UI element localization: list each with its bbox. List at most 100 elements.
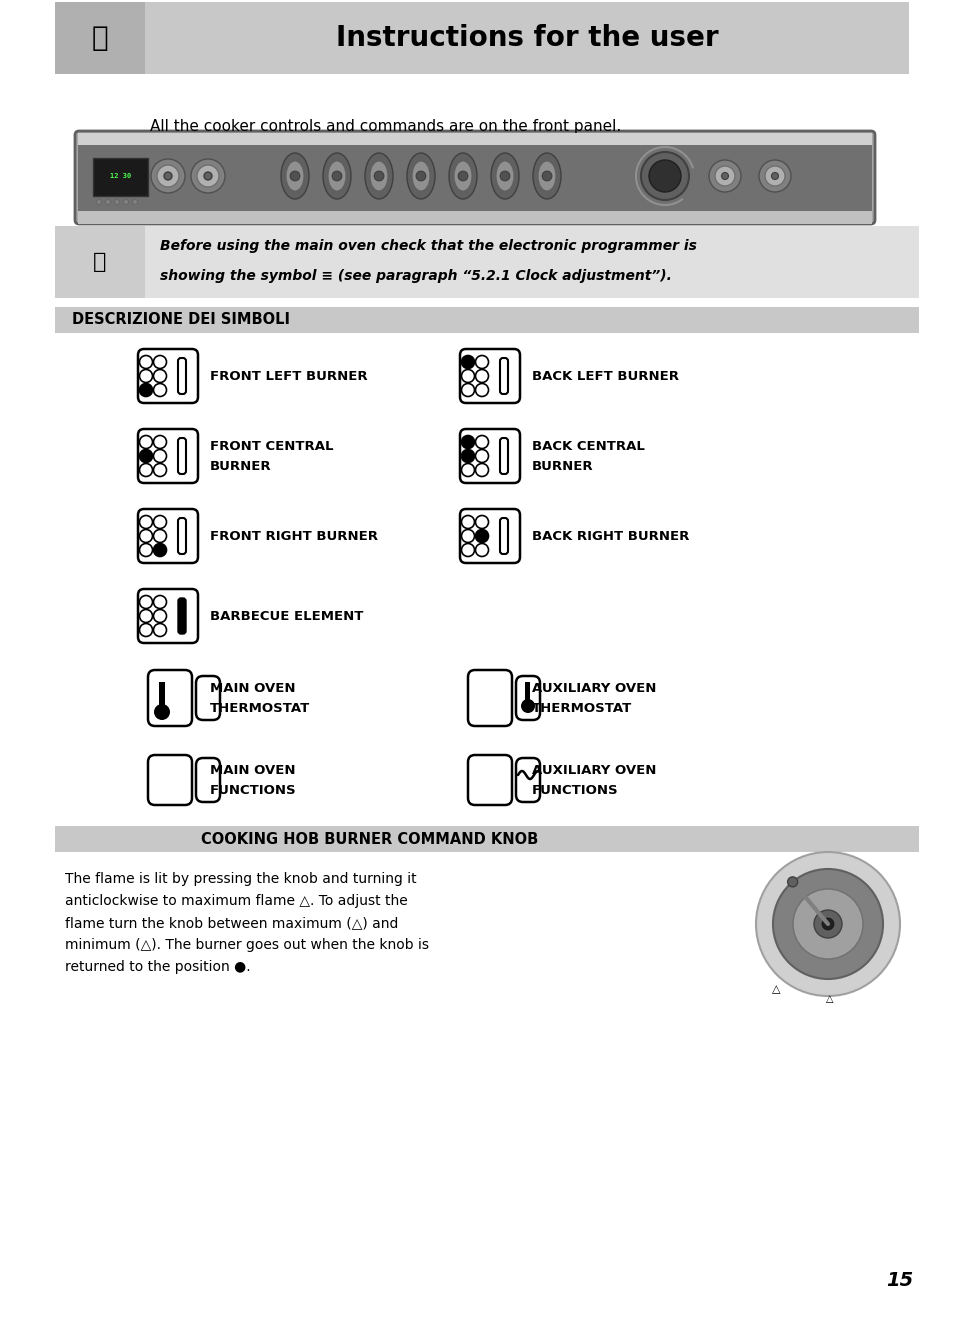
FancyBboxPatch shape: [468, 669, 512, 725]
Circle shape: [416, 171, 426, 180]
Circle shape: [461, 529, 474, 542]
FancyBboxPatch shape: [459, 509, 519, 562]
Circle shape: [153, 704, 170, 720]
Ellipse shape: [323, 154, 351, 199]
Circle shape: [139, 383, 152, 397]
FancyBboxPatch shape: [148, 669, 192, 725]
Circle shape: [787, 876, 797, 887]
Circle shape: [132, 199, 137, 204]
FancyBboxPatch shape: [499, 438, 507, 474]
Circle shape: [720, 172, 728, 179]
Bar: [55, 226, 145, 298]
Ellipse shape: [365, 154, 393, 199]
Bar: [55, 307, 918, 333]
Circle shape: [461, 355, 474, 369]
Text: FRONT RIGHT BURNER: FRONT RIGHT BURNER: [210, 529, 377, 542]
Text: BURNER: BURNER: [210, 460, 272, 473]
Circle shape: [475, 449, 488, 462]
Ellipse shape: [496, 162, 514, 191]
Circle shape: [332, 171, 341, 180]
Text: DESCRIZIONE DEI SIMBOLI: DESCRIZIONE DEI SIMBOLI: [71, 313, 290, 327]
FancyBboxPatch shape: [138, 429, 198, 484]
Circle shape: [153, 383, 167, 397]
Text: △: △: [825, 994, 833, 1003]
Circle shape: [139, 464, 152, 477]
Text: Before using the main oven check that the electronic programmer is: Before using the main oven check that th…: [160, 239, 696, 253]
FancyBboxPatch shape: [499, 518, 507, 554]
Ellipse shape: [491, 154, 518, 199]
Text: BARBECUE ELEMENT: BARBECUE ELEMENT: [210, 609, 363, 623]
Circle shape: [708, 160, 740, 192]
Circle shape: [648, 160, 680, 192]
Circle shape: [520, 699, 535, 713]
Ellipse shape: [370, 162, 388, 191]
Circle shape: [475, 544, 488, 557]
Text: anticlockwise to maximum flame △. To adjust the: anticlockwise to maximum flame △. To adj…: [65, 894, 407, 908]
Circle shape: [475, 436, 488, 449]
Circle shape: [139, 449, 152, 462]
Circle shape: [139, 596, 152, 608]
FancyBboxPatch shape: [195, 758, 220, 802]
FancyBboxPatch shape: [75, 131, 874, 224]
Circle shape: [139, 609, 152, 623]
Text: AUXILIARY OVEN: AUXILIARY OVEN: [532, 681, 656, 695]
Circle shape: [374, 171, 384, 180]
Circle shape: [475, 529, 488, 542]
Circle shape: [164, 172, 172, 180]
Text: 📋: 📋: [93, 253, 107, 273]
Circle shape: [714, 166, 734, 186]
Circle shape: [475, 355, 488, 369]
Circle shape: [461, 464, 474, 477]
Bar: [78, 142, 871, 211]
Bar: [78, 134, 871, 146]
Bar: [524, 681, 530, 705]
Ellipse shape: [412, 162, 430, 191]
FancyBboxPatch shape: [516, 758, 539, 802]
Text: FUNCTIONS: FUNCTIONS: [532, 783, 618, 796]
Circle shape: [153, 436, 167, 449]
Text: MAIN OVEN: MAIN OVEN: [210, 763, 295, 776]
Circle shape: [499, 171, 510, 180]
FancyBboxPatch shape: [178, 518, 186, 554]
Circle shape: [461, 383, 474, 397]
Ellipse shape: [407, 154, 435, 199]
Text: 🍴: 🍴: [91, 24, 109, 52]
Ellipse shape: [328, 162, 346, 191]
FancyBboxPatch shape: [468, 755, 512, 806]
Circle shape: [157, 166, 179, 187]
Ellipse shape: [281, 154, 309, 199]
Text: BACK RIGHT BURNER: BACK RIGHT BURNER: [532, 529, 689, 542]
Text: returned to the position ●.: returned to the position ●.: [65, 961, 251, 974]
Circle shape: [475, 464, 488, 477]
Circle shape: [139, 516, 152, 529]
FancyBboxPatch shape: [516, 676, 539, 720]
Circle shape: [153, 596, 167, 608]
Circle shape: [153, 464, 167, 477]
Circle shape: [139, 624, 152, 636]
Text: Instructions for the user: Instructions for the user: [335, 24, 718, 52]
Text: All the cooker controls and commands are on the front panel.: All the cooker controls and commands are…: [150, 119, 620, 134]
Ellipse shape: [286, 162, 304, 191]
Circle shape: [772, 868, 882, 979]
Bar: [55, 826, 918, 852]
Ellipse shape: [533, 154, 560, 199]
Circle shape: [153, 609, 167, 623]
FancyBboxPatch shape: [178, 599, 186, 635]
Ellipse shape: [449, 154, 476, 199]
Bar: [159, 681, 165, 712]
Bar: [145, 1, 908, 73]
FancyBboxPatch shape: [138, 509, 198, 562]
Text: AUXILIARY OVEN: AUXILIARY OVEN: [532, 763, 656, 776]
FancyBboxPatch shape: [148, 755, 192, 806]
Text: showing the symbol ≡ (see paragraph “5.2.1 Clock adjustment”).: showing the symbol ≡ (see paragraph “5.2…: [160, 269, 671, 283]
Circle shape: [759, 160, 790, 192]
Circle shape: [461, 436, 474, 449]
Circle shape: [153, 370, 167, 382]
Circle shape: [153, 544, 167, 557]
FancyBboxPatch shape: [499, 358, 507, 394]
Circle shape: [153, 529, 167, 542]
Circle shape: [153, 516, 167, 529]
Circle shape: [114, 199, 119, 204]
Bar: [55, 226, 918, 298]
Circle shape: [640, 152, 688, 200]
